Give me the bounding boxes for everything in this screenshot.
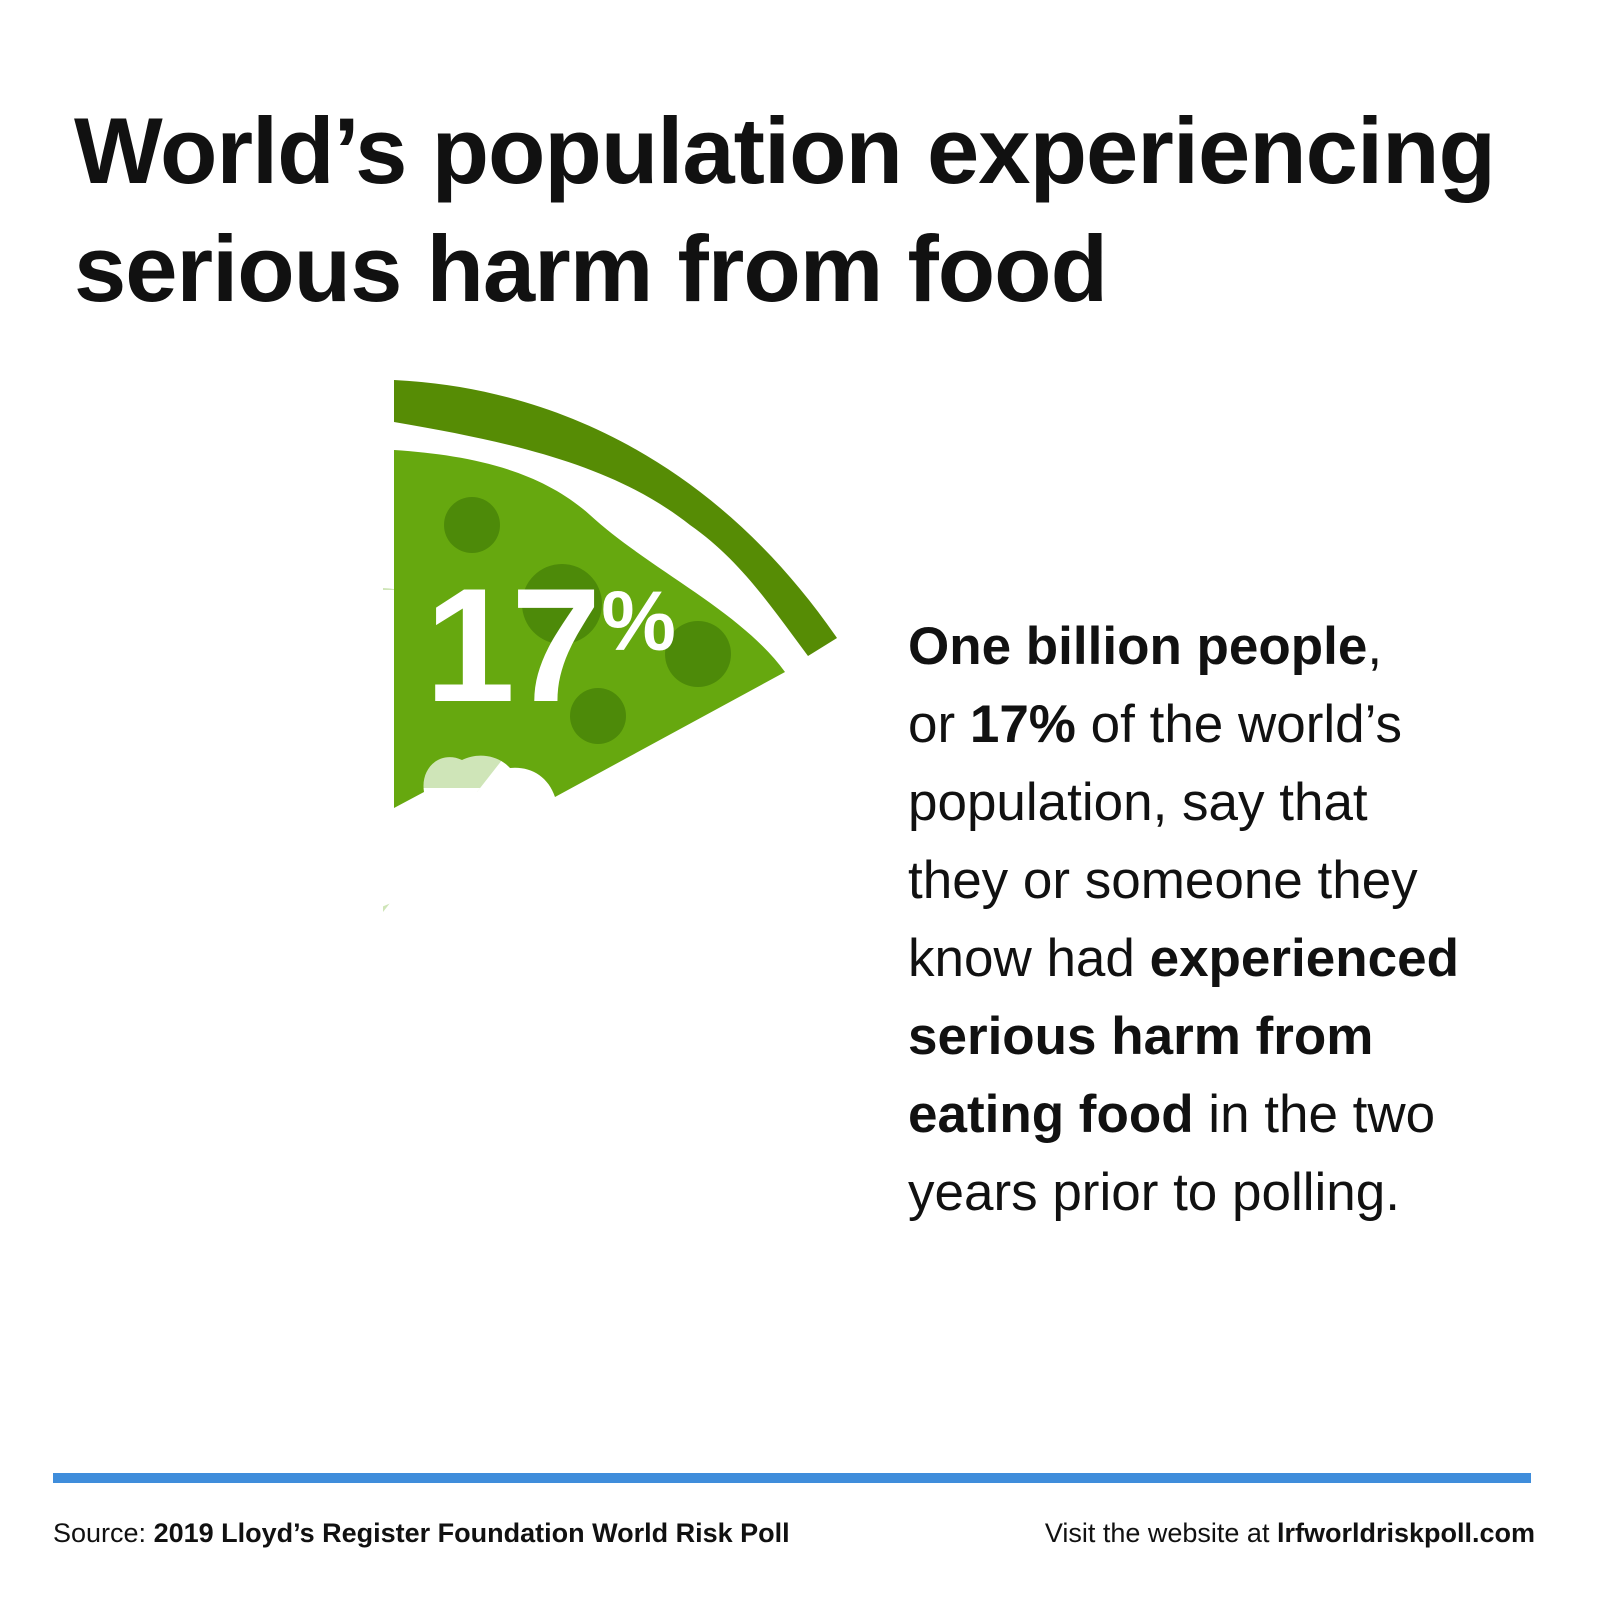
source-name: 2019 Lloyd’s Register Foundation World R… (153, 1518, 790, 1548)
text-of-worlds: of the world’s (1075, 695, 1402, 754)
topping-3 (665, 621, 731, 687)
topping-2 (522, 564, 602, 644)
text-population: population, say that (908, 773, 1368, 832)
globe-pizza-graphic (0, 360, 880, 1300)
text-or: or (908, 695, 970, 754)
percent-label: 17% (425, 565, 676, 727)
globe-with-pizza-slice-icon (30, 380, 837, 1030)
topping-1 (444, 497, 500, 553)
highlight-one-billion: One billion people (908, 617, 1368, 676)
title-line-2: serious harm from food (74, 216, 1108, 321)
highlight-experienced: experienced (1149, 929, 1459, 988)
source-label: Source: (53, 1518, 154, 1548)
text-they-or-someone: they or someone they (908, 851, 1418, 910)
source-credit: Source: 2019 Lloyd’s Register Foundation… (53, 1515, 790, 1551)
text-in-the-two: in the two (1193, 1085, 1436, 1144)
percent-sign: % (601, 574, 676, 668)
globe-wedge-gap (370, 590, 600, 912)
highlight-17-percent: 17% (969, 695, 1076, 754)
text-years-prior: years prior to polling. (908, 1163, 1400, 1222)
pizza-crust (394, 380, 837, 656)
highlight-serious-harm: serious harm from (908, 1007, 1374, 1066)
website-label: Visit the website at (1044, 1518, 1277, 1548)
globe-latitude-lower (30, 1006, 750, 1030)
description-text: One billion people, or 17% of the world’… (908, 608, 1558, 1232)
percent-value: 17 (425, 555, 601, 736)
page-title: World’s population experiencing serious … (74, 92, 1534, 328)
title-line-1: World’s population experiencing (74, 98, 1496, 203)
text-comma: , (1367, 617, 1383, 676)
text-know-had: know had (908, 929, 1150, 988)
website-link[interactable]: lrfworldriskpoll.com (1276, 1518, 1535, 1548)
highlight-eating-food: eating food (908, 1085, 1194, 1144)
website-credit: Visit the website at lrfworldriskpoll.co… (1045, 1515, 1535, 1551)
topping-4 (570, 688, 626, 744)
footer-divider (53, 1473, 1531, 1483)
